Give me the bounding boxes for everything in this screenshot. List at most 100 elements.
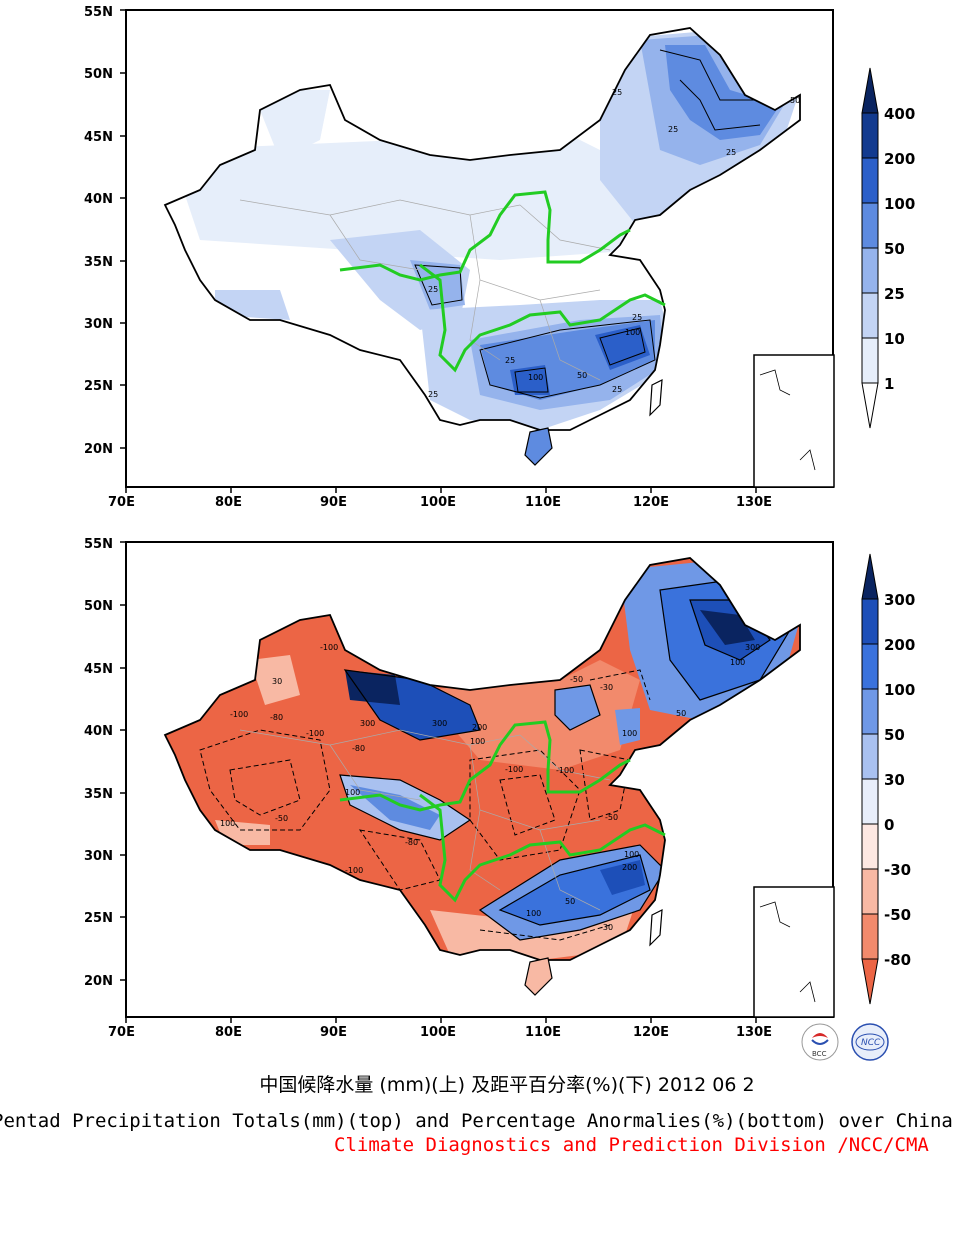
precip-totals-map-panel: 25 25 25 50 25 25 100 100 25 50 25 25 55… xyxy=(0,0,960,520)
river-lines xyxy=(339,720,666,903)
lon-tick-label: 120E xyxy=(633,1025,669,1040)
lat-tick-label: 35N xyxy=(84,255,113,270)
colorbar-level: 400 xyxy=(884,105,915,123)
contour-label: -100 xyxy=(556,766,574,775)
lon-tick-label: 80E xyxy=(215,1025,242,1040)
precip-anomaly-map: -100 -100 -80 300 300 200 100 -100 -80 -… xyxy=(84,537,915,1040)
agency-logos: BCC NCC xyxy=(801,1023,889,1061)
contour-label: -50 xyxy=(275,814,288,823)
lon-tick-label: 90E xyxy=(320,1025,347,1040)
colorbar-level: -80 xyxy=(884,951,911,969)
contour-label: 200 xyxy=(622,863,637,872)
colorbar-level: 30 xyxy=(884,771,905,789)
south-china-sea-inset xyxy=(753,354,835,488)
colorbar-level: 50 xyxy=(884,240,905,258)
lon-tick-label: 110E xyxy=(525,1025,561,1040)
colorbar-level: 300 xyxy=(884,591,915,609)
contour-label: 100 xyxy=(622,729,637,738)
colorbar-level: 25 xyxy=(884,285,905,303)
lat-tick-label: 55N xyxy=(84,537,113,552)
ncc-logo: NCC xyxy=(851,1023,889,1061)
contour-label: 25 xyxy=(612,385,622,394)
contour-label: 100 xyxy=(528,373,543,382)
contour-label: 25 xyxy=(505,356,515,365)
contour-label: 100 xyxy=(730,658,745,667)
taiwan-island xyxy=(649,908,663,947)
contour-label: 100 xyxy=(625,328,640,337)
contour-label: -100 xyxy=(306,729,324,738)
contour-label: 25 xyxy=(428,285,438,294)
contour-label: -80 xyxy=(270,713,283,722)
taiwan-island xyxy=(649,378,663,417)
lon-tick-label: 120E xyxy=(633,495,669,510)
contour-label: 25 xyxy=(632,313,642,322)
colorbar-level: 0 xyxy=(884,816,894,834)
lat-tick-label: 45N xyxy=(84,662,113,677)
colorbar-level: 100 xyxy=(884,681,915,699)
lon-tick-label: 90E xyxy=(320,495,347,510)
contour-label: 100 xyxy=(470,737,485,746)
china-outline xyxy=(163,557,801,961)
lat-tick-label: 30N xyxy=(84,849,113,864)
contour-label: -100 xyxy=(505,765,523,774)
contour-label: 50 xyxy=(676,709,686,718)
lat-tick-label: 50N xyxy=(84,599,113,614)
latitude-axis: 55N 50N 45N 40N 35N 30N 25N 20N xyxy=(84,5,113,457)
colorbar-level: 100 xyxy=(884,195,915,213)
lon-tick-label: 130E xyxy=(736,495,772,510)
contour-label: 300 xyxy=(432,719,447,728)
contour-label: 300 xyxy=(745,643,760,652)
contour-label: 50 xyxy=(577,371,587,380)
lon-tick-label: 100E xyxy=(420,1025,456,1040)
lat-tick-label: 35N xyxy=(84,787,113,802)
lat-tick-label: 40N xyxy=(84,724,113,739)
contour-label: -30 xyxy=(600,683,613,692)
lon-tick-label: 100E xyxy=(420,495,456,510)
colorbar-level: -30 xyxy=(884,861,911,879)
lon-tick-label: 80E xyxy=(215,495,242,510)
contour-label: -30 xyxy=(600,923,613,932)
contour-label: 25 xyxy=(726,148,736,157)
contour-label: -50 xyxy=(605,813,618,822)
colorbar-level: 200 xyxy=(884,150,915,168)
lat-tick-label: 50N xyxy=(84,67,113,82)
hainan-island xyxy=(524,427,553,466)
china-outline xyxy=(163,27,801,431)
lat-tick-label: 55N xyxy=(84,5,113,20)
lon-tick-label: 70E xyxy=(108,495,135,510)
contour-label: 50 xyxy=(790,96,800,105)
contour-label: -80 xyxy=(352,744,365,753)
south-china-sea-inset xyxy=(753,886,835,1018)
contour-label: 100 xyxy=(526,909,541,918)
ncc-logo-text: NCC xyxy=(861,1038,881,1048)
colorbar-level: -50 xyxy=(884,906,911,924)
contour-label: 200 xyxy=(472,723,487,732)
contour-label: 100 xyxy=(624,850,639,859)
english-caption: Pentad Precipitation Totals(mm)(top) and… xyxy=(0,1110,953,1132)
bcc-logo: BCC xyxy=(801,1023,839,1061)
colorbar-level: 50 xyxy=(884,726,905,744)
contour-label: 25 xyxy=(612,88,622,97)
lat-tick-label: 40N xyxy=(84,192,113,207)
contour-label: 30 xyxy=(272,677,282,686)
bcc-logo-text: BCC xyxy=(812,1050,827,1058)
hainan-island xyxy=(524,957,553,996)
contour-label: 100 xyxy=(345,788,360,797)
colorbar-top: 400 200 100 50 25 10 1 xyxy=(861,67,915,429)
contour-label: 25 xyxy=(668,125,678,134)
latitude-axis: 55N 50N 45N 40N 35N 30N 25N 20N xyxy=(84,537,113,989)
colorbar-level: 200 xyxy=(884,636,915,654)
precip-totals-map: 25 25 25 50 25 25 100 100 25 50 25 25 55… xyxy=(84,5,915,510)
colorbar-level: 10 xyxy=(884,330,905,348)
longitude-axis: 70E 80E 90E 100E 110E 120E 130E xyxy=(108,495,772,510)
colorbar-bottom: 300 200 100 50 30 0 -30 -50 -80 xyxy=(861,553,915,1005)
lat-tick-label: 30N xyxy=(84,317,113,332)
lon-tick-label: 70E xyxy=(108,1025,135,1040)
lon-tick-label: 110E xyxy=(525,495,561,510)
precip-anomaly-map-panel: -100 -100 -80 300 300 200 100 -100 -80 -… xyxy=(0,530,960,1050)
axis-ticks xyxy=(120,541,757,1023)
contour-label: 25 xyxy=(428,390,438,399)
lat-tick-label: 20N xyxy=(84,974,113,989)
longitude-axis: 70E 80E 90E 100E 110E 120E 130E xyxy=(108,1025,772,1040)
lat-tick-label: 20N xyxy=(84,442,113,457)
